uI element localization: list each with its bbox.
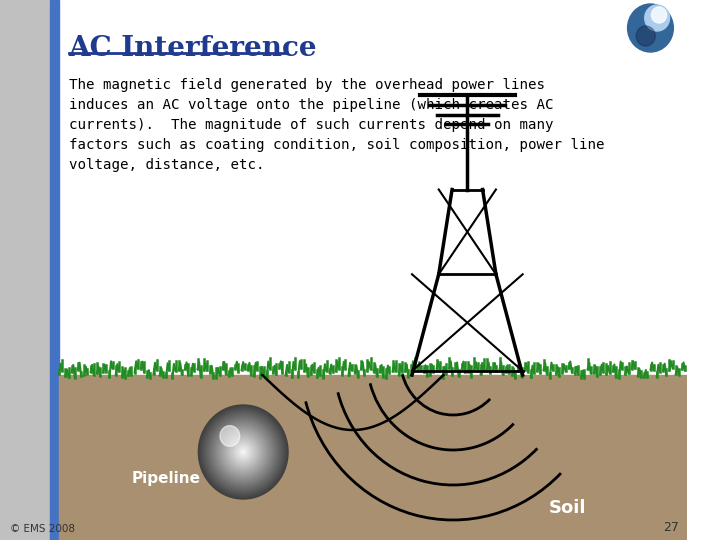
- Text: Soil: Soil: [549, 499, 586, 517]
- Circle shape: [233, 442, 253, 462]
- Circle shape: [239, 448, 247, 456]
- Circle shape: [628, 4, 673, 52]
- Circle shape: [217, 424, 270, 480]
- Circle shape: [200, 407, 287, 497]
- Bar: [50, 0, 59, 540]
- Circle shape: [230, 438, 256, 465]
- Circle shape: [228, 435, 259, 469]
- Circle shape: [220, 426, 240, 447]
- Circle shape: [204, 411, 282, 492]
- Circle shape: [636, 26, 655, 46]
- Circle shape: [229, 437, 258, 467]
- Circle shape: [225, 434, 261, 470]
- Text: 27: 27: [663, 521, 679, 534]
- Circle shape: [243, 451, 244, 453]
- Circle shape: [644, 5, 670, 31]
- Circle shape: [209, 416, 277, 488]
- Circle shape: [236, 445, 250, 460]
- Circle shape: [212, 419, 274, 485]
- Circle shape: [652, 7, 667, 23]
- Circle shape: [215, 422, 271, 482]
- Circle shape: [224, 432, 262, 472]
- Circle shape: [214, 421, 273, 483]
- Circle shape: [203, 410, 284, 494]
- Circle shape: [235, 443, 252, 461]
- Circle shape: [207, 415, 279, 489]
- Bar: [0, 0, 50, 540]
- Text: © EMS 2008: © EMS 2008: [9, 524, 75, 534]
- Text: AC Interference: AC Interference: [68, 35, 318, 62]
- Text: Pipeline: Pipeline: [132, 470, 201, 485]
- Circle shape: [220, 427, 267, 477]
- Circle shape: [218, 426, 269, 478]
- Text: The magnetic field generated by the overhead power lines
induces an AC voltage o: The magnetic field generated by the over…: [68, 78, 604, 172]
- Circle shape: [221, 429, 265, 475]
- Circle shape: [206, 413, 281, 491]
- Circle shape: [202, 408, 285, 496]
- Circle shape: [240, 449, 246, 455]
- Circle shape: [222, 430, 264, 474]
- Circle shape: [210, 418, 276, 487]
- Circle shape: [199, 405, 288, 499]
- Circle shape: [238, 446, 248, 458]
- Bar: [59, 375, 687, 540]
- Circle shape: [232, 440, 255, 464]
